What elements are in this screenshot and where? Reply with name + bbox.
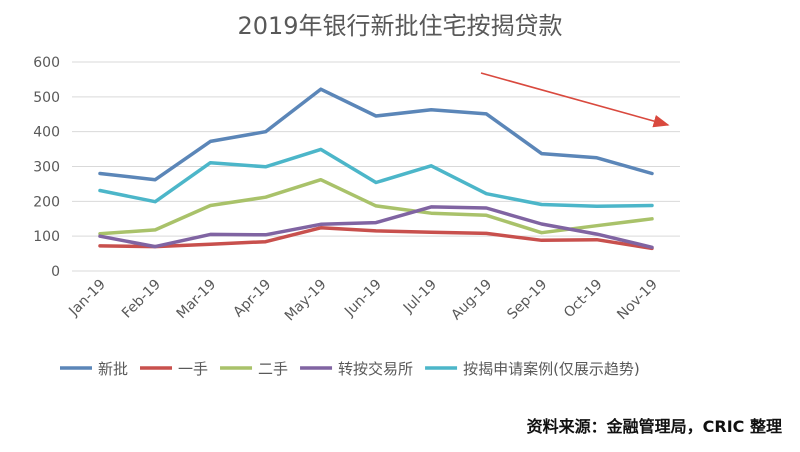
y-tick-label: 100 bbox=[33, 229, 60, 245]
x-tick-label: Aug-19 bbox=[448, 277, 495, 324]
x-tick-label: Jun-19 bbox=[341, 277, 385, 321]
x-tick-label: Nov-19 bbox=[614, 277, 661, 324]
series-lines bbox=[98, 87, 654, 251]
series-line-4 bbox=[98, 205, 654, 250]
x-tick-label: Sep-19 bbox=[504, 277, 550, 323]
trend-arrow bbox=[480, 72, 670, 128]
legend-label: 新批 bbox=[98, 360, 128, 378]
x-tick-label: Feb-19 bbox=[119, 277, 164, 322]
y-axis-ticks: 0 100 200 300 400 500 600 bbox=[33, 55, 60, 280]
series-line-3 bbox=[98, 177, 654, 236]
series-line-5 bbox=[98, 147, 654, 208]
x-tick-label: Oct-19 bbox=[561, 277, 606, 322]
chart-title: 2019年银行新批住宅按揭贷款 bbox=[237, 12, 563, 40]
y-tick-label: 0 bbox=[51, 264, 60, 280]
y-tick-label: 600 bbox=[33, 55, 60, 71]
x-tick-label: May-19 bbox=[282, 277, 330, 325]
legend-label: 按揭申请案例(仅展示趋势) bbox=[463, 360, 640, 378]
y-tick-label: 400 bbox=[33, 125, 60, 141]
x-tick-label: Apr-19 bbox=[230, 277, 274, 321]
y-tick-label: 500 bbox=[33, 90, 60, 106]
series-line-1 bbox=[98, 87, 654, 182]
x-tick-label: Jul-19 bbox=[400, 277, 440, 317]
y-tick-label: 200 bbox=[33, 194, 60, 210]
x-tick-label: Jan-19 bbox=[65, 277, 108, 320]
x-tick-label: Mar-19 bbox=[174, 277, 220, 323]
series-line-2 bbox=[98, 226, 654, 251]
legend: 新批 一手 二手 转按交易所 按揭申请案例(仅展示趋势) bbox=[60, 360, 640, 378]
legend-label: 一手 bbox=[178, 360, 208, 378]
source-note: 资料来源：金融管理局，CRIC 整理 bbox=[526, 417, 782, 436]
y-tick-label: 300 bbox=[33, 160, 60, 176]
legend-label: 转按交易所 bbox=[338, 360, 413, 378]
legend-label: 二手 bbox=[258, 360, 288, 378]
x-axis-ticks: Jan-19 Feb-19 Mar-19 Apr-19 May-19 Jun-19 Jul-… bbox=[65, 277, 660, 325]
